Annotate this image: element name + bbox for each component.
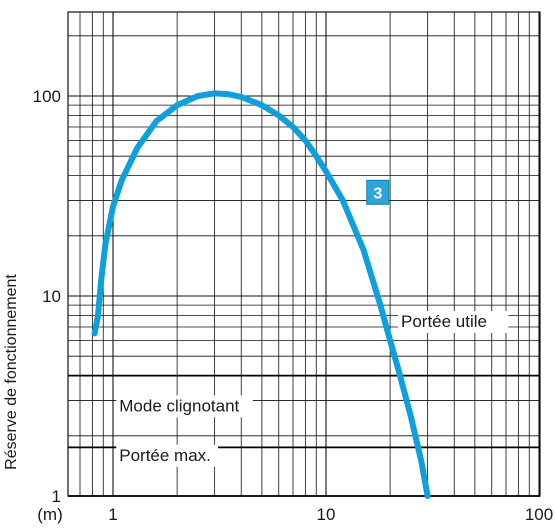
x-tick-label-2: 100 bbox=[525, 505, 553, 524]
y-axis-label: Réserve de fonctionnement bbox=[3, 274, 20, 470]
reference-label-0: Portée utile bbox=[401, 312, 487, 331]
x-tick-label-0: 1 bbox=[108, 505, 117, 524]
reference-label-1: Mode clignotant bbox=[119, 396, 239, 415]
y-tick-label-2: 100 bbox=[33, 87, 61, 106]
y-tick-label-1: 10 bbox=[42, 287, 61, 306]
reference-label-2: Portée max. bbox=[119, 446, 211, 465]
y-tick-label-0: 1 bbox=[52, 487, 61, 506]
x-unit-label: (m) bbox=[37, 505, 62, 524]
x-tick-label-1: 10 bbox=[317, 505, 336, 524]
series-marker-label: 3 bbox=[373, 185, 382, 202]
plot-area bbox=[68, 12, 540, 496]
